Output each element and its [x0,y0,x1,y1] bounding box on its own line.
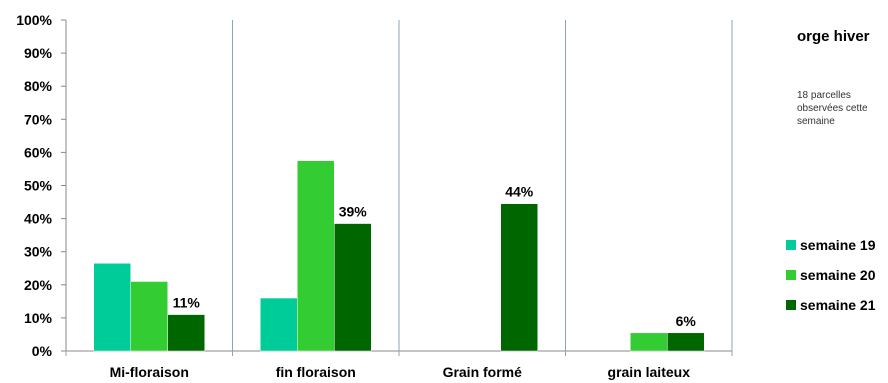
legend-item-semaine-21: semaine 21 [786,296,876,314]
category-label: Mi-floraison [110,364,189,380]
y-tick-label: 60% [24,144,53,160]
category-label: grain laiteux [608,364,691,380]
y-tick-label: 30% [24,244,53,260]
data-label: 11% [173,295,201,311]
category-label: fin floraison [276,364,356,380]
bar [500,203,538,352]
bar [130,281,168,352]
y-tick-label: 0% [32,343,53,359]
legend-swatch [786,300,796,310]
bar [334,223,372,352]
y-tick-label: 40% [24,211,53,227]
y-tick-label: 100% [16,12,52,28]
legend-item-semaine-20: semaine 20 [786,266,876,284]
data-label: 44% [505,184,534,200]
bar [93,263,131,352]
data-label: 39% [339,204,368,220]
bar [260,297,298,352]
chart-note: 18 parcelles observées cette semaine [797,90,868,127]
bar [297,160,335,352]
y-tick-label: 20% [24,277,53,293]
category-label: Grain formé [443,364,523,380]
legend-label: semaine 20 [800,267,876,283]
legend-item-semaine-19: semaine 19 [786,236,876,254]
legend-label: semaine 19 [800,237,876,253]
y-tick-label: 70% [24,111,53,127]
y-tick-label: 10% [24,310,53,326]
legend-label: semaine 21 [800,297,876,313]
y-tick-label: 90% [24,45,53,61]
bar [167,314,205,352]
bar [630,332,668,352]
chart-title: orge hiver [797,28,870,45]
y-tick-label: 50% [24,178,53,194]
legend-swatch [786,240,796,250]
legend: semaine 19 semaine 20 semaine 21 [786,236,876,326]
y-tick-label: 80% [24,78,53,94]
bar [667,332,705,352]
data-label: 6% [676,313,697,329]
legend-swatch [786,270,796,280]
